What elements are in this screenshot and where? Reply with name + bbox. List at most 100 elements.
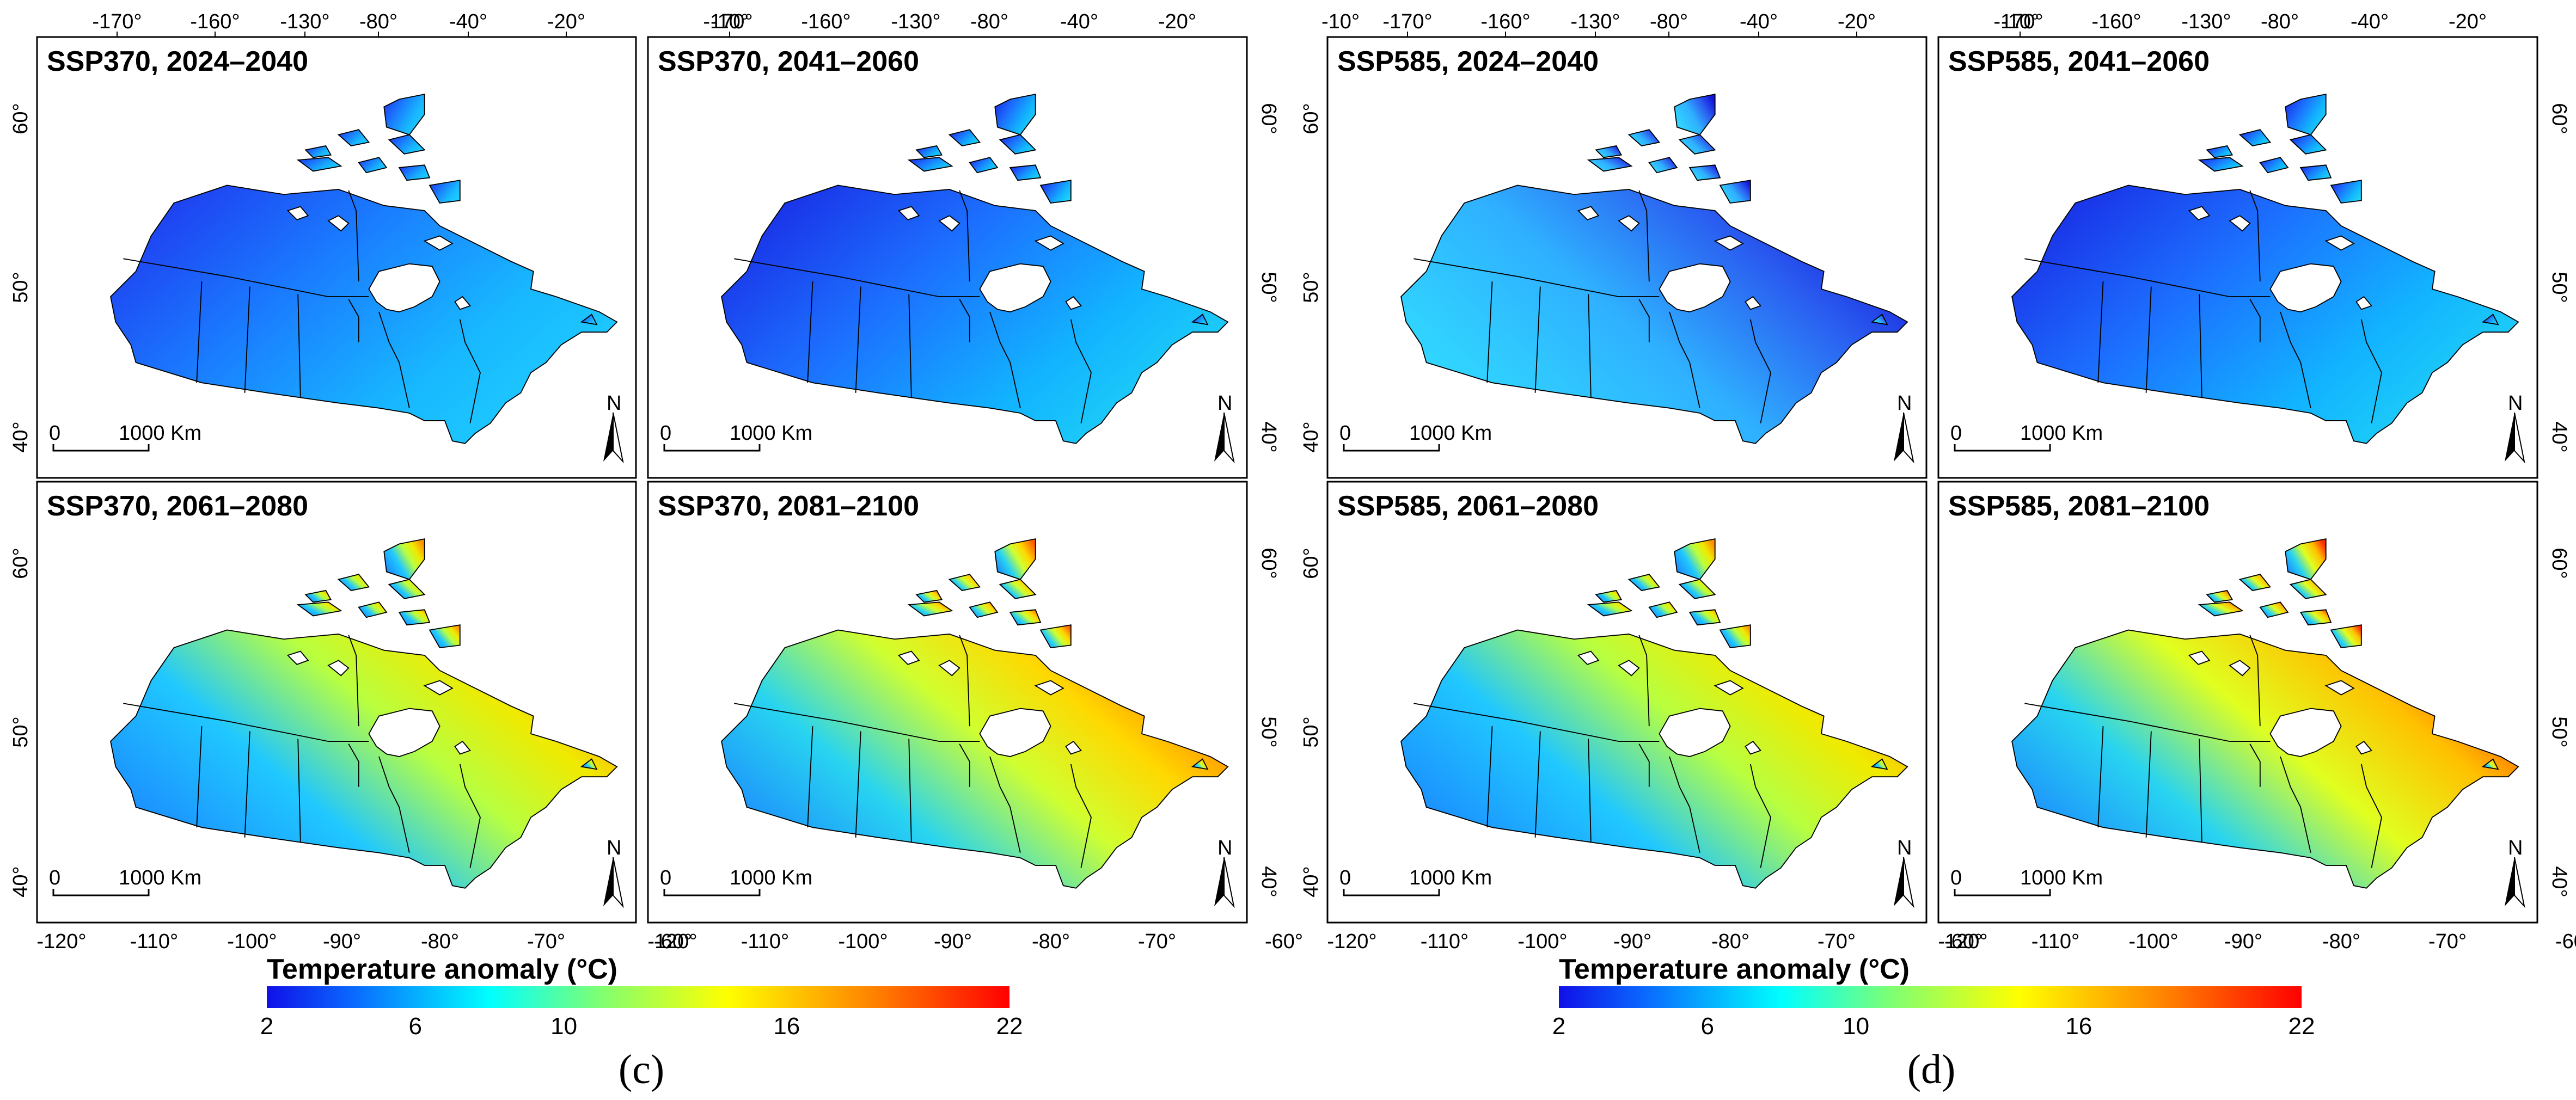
colorbar-tick-label: 2: [1552, 1013, 1565, 1040]
colorbar-tick-label: 16: [773, 1013, 800, 1040]
north-arrow-icon: N: [1214, 392, 1235, 464]
scale-bar: 0 1000 Km: [660, 422, 812, 452]
bottom-tick-label: -100°: [1518, 930, 1567, 953]
top-tick-label: -20°: [547, 10, 585, 33]
top-tick-label: -80°: [359, 10, 397, 33]
scale-start: 0: [49, 422, 60, 445]
bottom-tick-label: -100°: [2128, 930, 2178, 953]
lat-tick-label: 40°: [1257, 866, 1280, 897]
north-arrow-icon: N: [2505, 392, 2525, 464]
bottom-tick-label: -110°: [130, 930, 178, 953]
colorbar-tick-label: 6: [1701, 1013, 1714, 1040]
lat-tick-label: 50°: [9, 272, 32, 303]
top-tick-label: -80°: [1650, 10, 1688, 33]
scale-bar: 0 1000 Km: [49, 422, 201, 452]
top-tick-label: -160°: [801, 10, 850, 33]
scale-end: 1000 Km: [119, 422, 201, 445]
caption-d: (d): [1907, 1047, 1956, 1092]
bottom-tick-label: -120°: [1938, 930, 1987, 953]
colorbar-tick-label: 6: [409, 1013, 422, 1040]
scale-start: 0: [1950, 867, 1962, 889]
lat-tick-label: 40°: [2548, 421, 2571, 452]
bottom-tick-label: -110°: [2032, 930, 2079, 953]
lat-tick-label: 40°: [1257, 421, 1280, 452]
top-tick-label: -170°: [92, 10, 142, 33]
top-tick-label: -130°: [891, 10, 940, 33]
north-arrow-icon: N: [2505, 837, 2525, 908]
lat-tick-label: 60°: [9, 548, 32, 579]
bottom-tick-label: -80°: [1711, 930, 1749, 953]
lat-tick-label: 60°: [1300, 103, 1323, 134]
top-tick-label: -170°: [1993, 10, 2043, 33]
bottom-tick-label: -70°: [1138, 930, 1176, 953]
top-tick-label: -130°: [280, 10, 329, 33]
scale-end: 1000 Km: [1409, 422, 1492, 445]
bottom-tick-label: -60°: [2555, 930, 2576, 953]
north-label: N: [2508, 392, 2523, 415]
scale-end: 1000 Km: [730, 422, 812, 445]
scale-bar: 0 1000 Km: [660, 867, 812, 896]
map-panel: SSP585, 2061–2080 0 1000 Km N: [1326, 481, 1928, 924]
top-tick-label: -40°: [2351, 10, 2389, 33]
top-tick-label: -40°: [1060, 10, 1098, 33]
scale-start: 0: [1339, 867, 1351, 889]
bottom-tick-label: -60°: [654, 930, 692, 953]
top-tick-label: -10°: [2001, 10, 2039, 33]
top-tick-label: -10°: [711, 10, 749, 33]
scale-end: 1000 Km: [119, 867, 201, 889]
top-tick-label: -20°: [1838, 10, 1876, 33]
north-label: N: [607, 392, 621, 415]
top-tick-label: -80°: [2261, 10, 2299, 33]
scale-bar: 0 1000 Km: [1950, 867, 2103, 896]
bottom-tick-label: -80°: [1032, 930, 1070, 953]
lat-tick-label: 40°: [1300, 421, 1323, 452]
bottom-tick-label: -70°: [527, 930, 565, 953]
panel-title: SSP370, 2041–2060: [658, 46, 919, 77]
colorbar-d: Temperature anomaly (°C) 2 6 10 16 22: [1552, 954, 2315, 1040]
scale-start: 0: [660, 422, 671, 445]
scale-bar: 0 1000 Km: [49, 867, 201, 896]
colorbar-title: Temperature anomaly (°C): [1559, 954, 1910, 985]
panel-title: SSP585, 2024–2040: [1337, 46, 1599, 77]
north-label: N: [2508, 837, 2523, 859]
colorbar-tick-label: 2: [260, 1013, 273, 1040]
map-panel: SSP585, 2081–2100 0 1000 Km N: [1937, 481, 2538, 924]
colorbar-ramp: [1559, 986, 2302, 1008]
panel-title: SSP585, 2081–2100: [1948, 490, 2210, 522]
scale-end: 1000 Km: [2020, 422, 2103, 445]
bottom-tick-label: -60°: [1944, 930, 1983, 953]
bottom-tick-label: -90°: [323, 930, 361, 953]
lat-tick-label: 60°: [2548, 103, 2571, 134]
north-label: N: [1217, 837, 1232, 859]
scale-end: 1000 Km: [1409, 867, 1492, 889]
lat-tick-label: 50°: [1257, 716, 1280, 747]
north-label: N: [1217, 392, 1232, 415]
top-tick-label: -160°: [1480, 10, 1530, 33]
panel-title: SSP585, 2061–2080: [1337, 490, 1599, 522]
colorbar-tick-label: 10: [550, 1013, 577, 1040]
scale-start: 0: [1339, 422, 1351, 445]
top-tick-label: -20°: [2449, 10, 2487, 33]
bottom-tick-label: -80°: [421, 930, 459, 953]
north-label: N: [1897, 392, 1912, 415]
scale-start: 0: [49, 867, 60, 889]
bottom-tick-label: -120°: [36, 930, 86, 953]
lat-tick-label: 40°: [2548, 866, 2571, 897]
map-panel: SSP585, 2024–2040 0 1000 Km N: [1326, 36, 1928, 479]
lat-tick-label: 60°: [1257, 103, 1280, 134]
bottom-tick-label: -90°: [1613, 930, 1651, 953]
lat-tick-label: 40°: [9, 866, 32, 897]
bottom-tick-label: -80°: [2322, 930, 2360, 953]
colorbar-tick-label: 16: [2065, 1013, 2092, 1040]
north-label: N: [1897, 837, 1912, 859]
lat-tick-label: 50°: [1257, 272, 1280, 303]
colorbar-tick-label: 22: [2289, 1013, 2315, 1040]
bottom-tick-label: -110°: [741, 930, 789, 953]
top-tick-label: -170°: [703, 10, 752, 33]
bottom-tick-label: -120°: [1327, 930, 1376, 953]
colorbar-tick-label: 22: [996, 1013, 1023, 1040]
caption-c: (c): [619, 1047, 664, 1092]
bottom-tick-label: -90°: [934, 930, 972, 953]
